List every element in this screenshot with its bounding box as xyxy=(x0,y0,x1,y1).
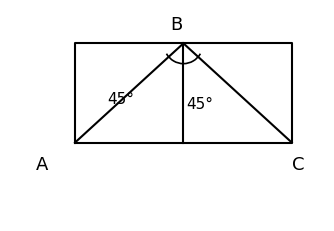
Text: A: A xyxy=(36,156,48,174)
Text: 45°: 45° xyxy=(108,92,135,107)
Text: C: C xyxy=(292,156,305,174)
Text: 45°: 45° xyxy=(186,97,213,112)
Text: B: B xyxy=(171,16,183,34)
